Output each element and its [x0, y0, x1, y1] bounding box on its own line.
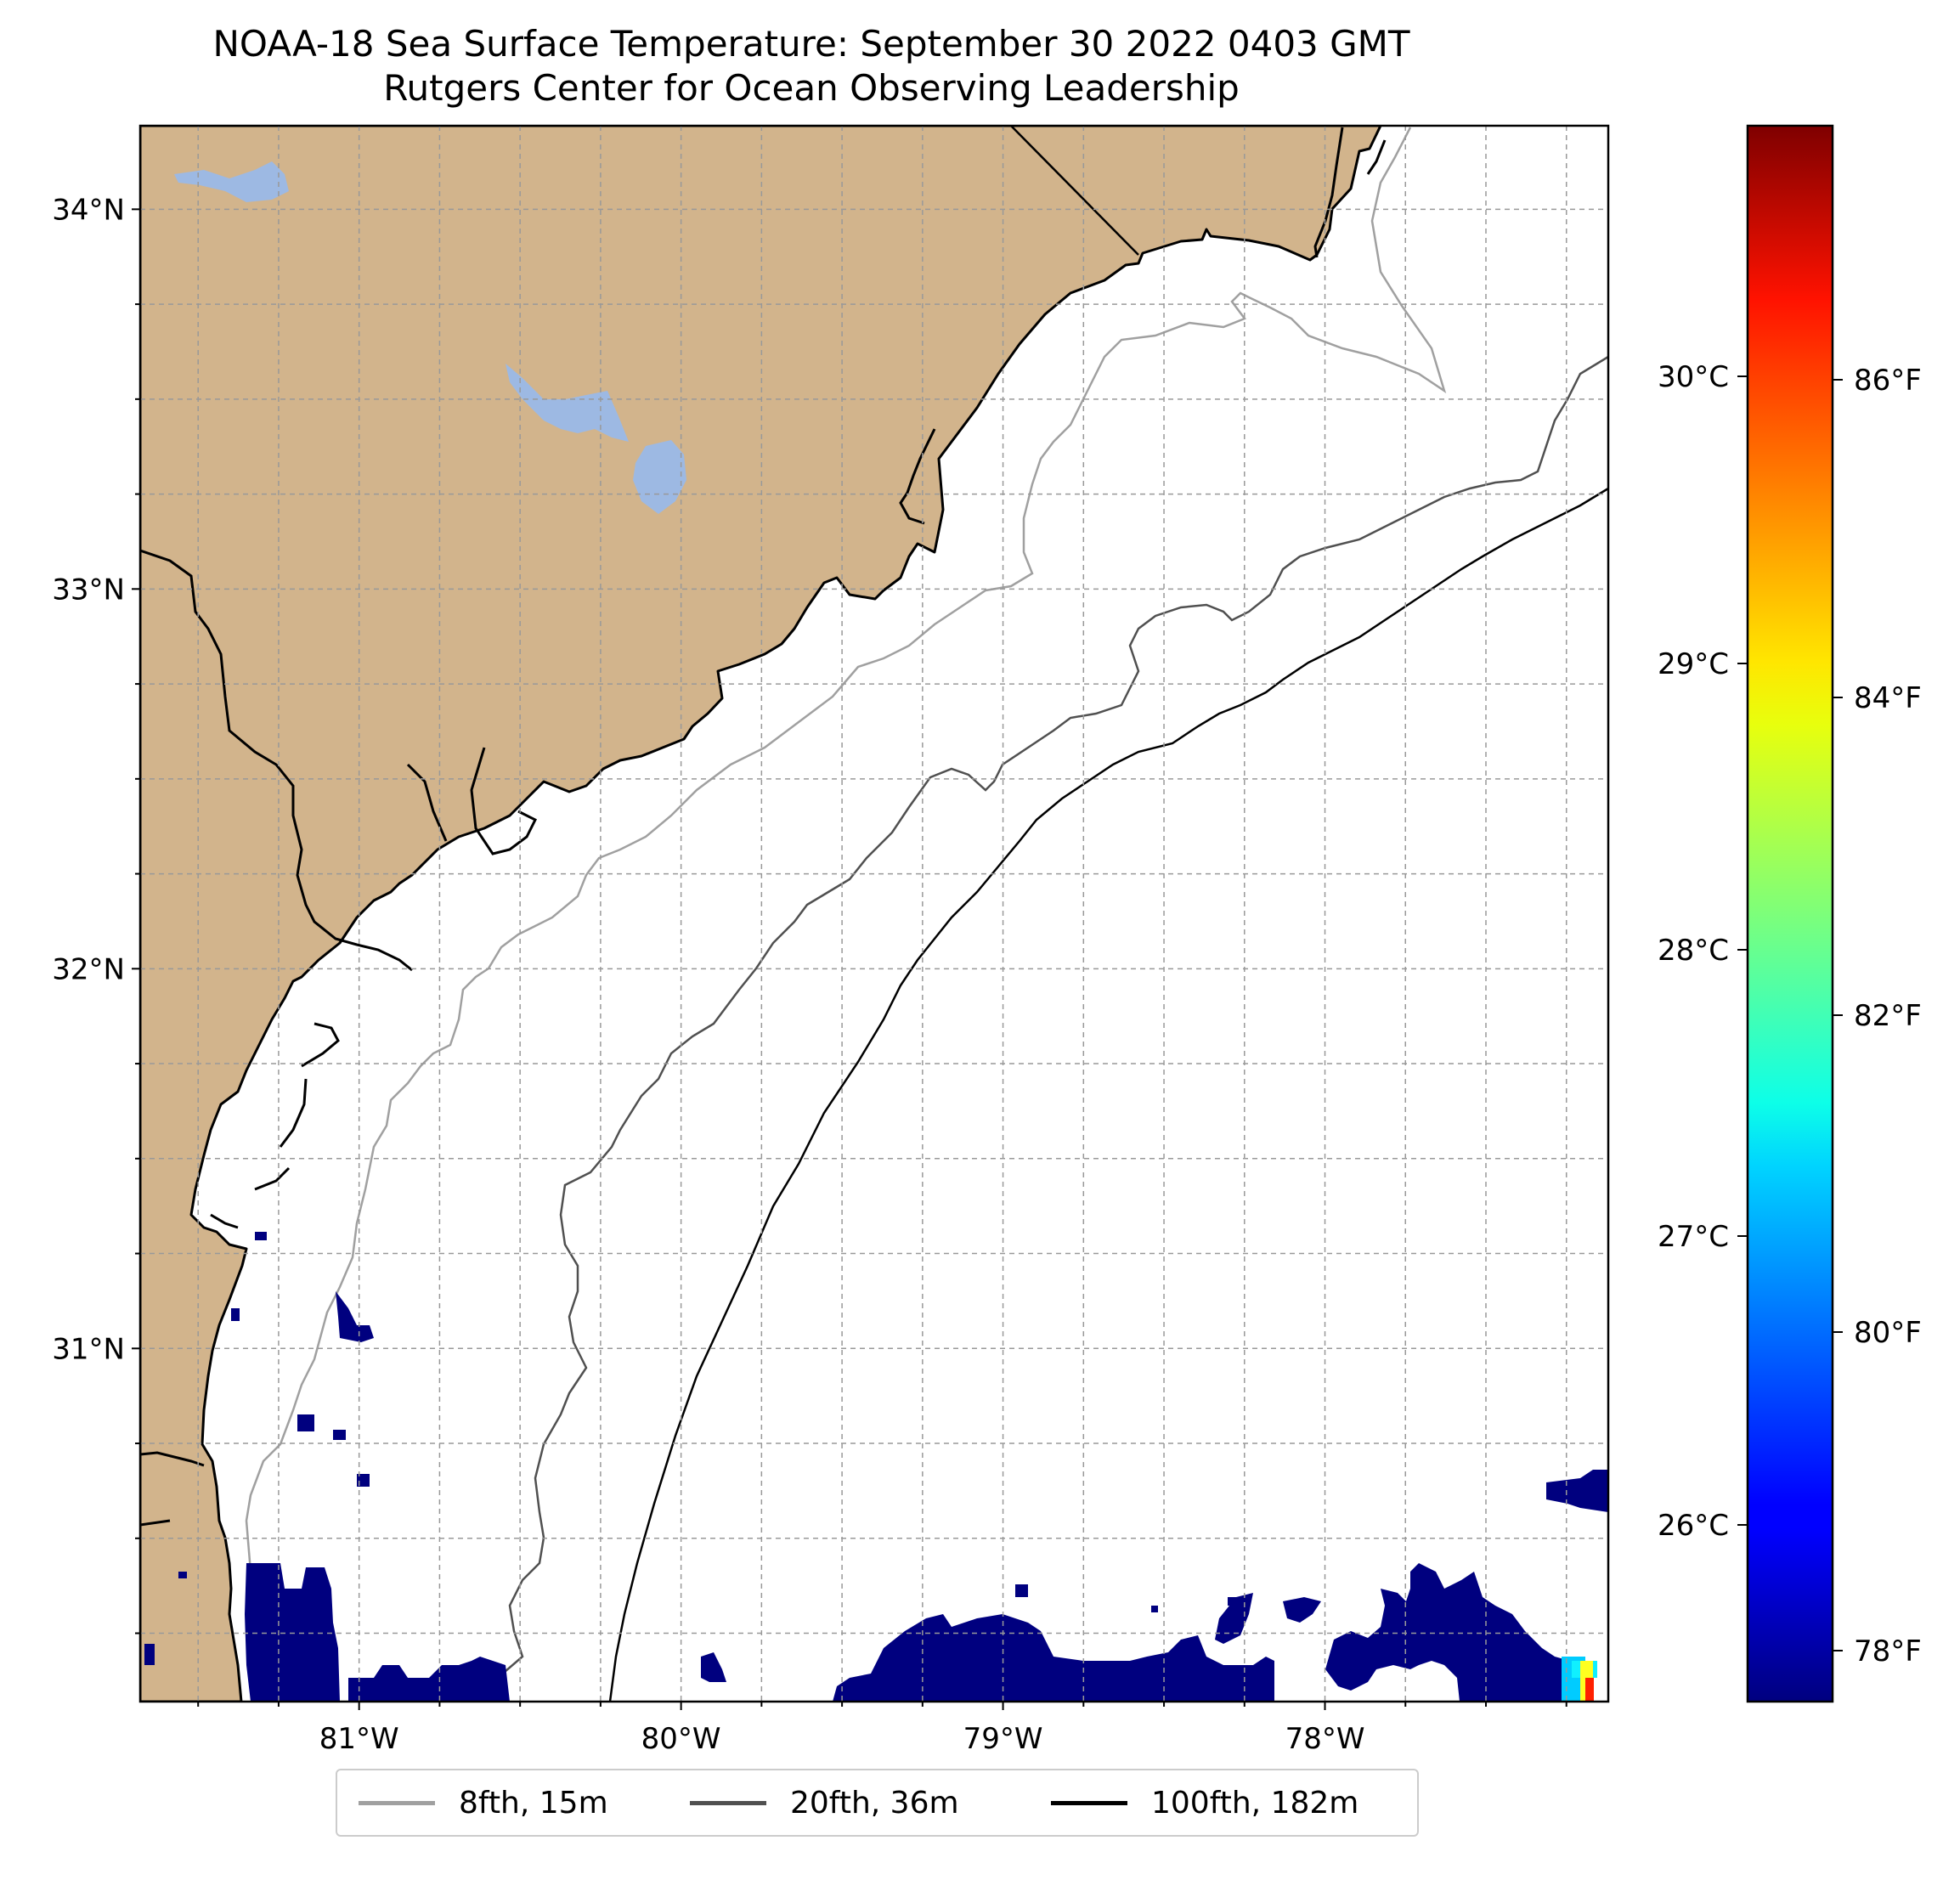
lake-moultrie — [633, 440, 686, 514]
map-subtitle: Rutgers Center for Ocean Observing Leade… — [383, 67, 1240, 109]
colorbar-label-f: 80°F — [1854, 1316, 1922, 1350]
gridlines — [140, 126, 1608, 1702]
legend-line-20fth — [690, 1800, 766, 1805]
colorbar-label-c: 26°C — [1658, 1509, 1729, 1543]
colorbar-label-c: 30°C — [1658, 360, 1729, 394]
lat-tick-label: 33°N — [52, 573, 125, 607]
lake-marion — [506, 364, 629, 442]
map-frame — [138, 124, 1610, 1703]
legend-label: 100fth, 182m — [1151, 1785, 1359, 1821]
colorbar-label-f: 78°F — [1854, 1634, 1922, 1668]
legend-item: 8fth, 15m — [359, 1770, 608, 1835]
land-mass — [140, 126, 1382, 1702]
state-border — [1010, 126, 1139, 256]
colorbar-ticks: 30°C 29°C 28°C 27°C 26°C 86°F 84°F 82°F 80°F 78°F — [1658, 360, 1922, 1668]
lat-tick-label: 32°N — [52, 952, 125, 986]
legend-item: 20fth, 36m — [690, 1770, 959, 1835]
legend-label: 20fth, 36m — [790, 1785, 959, 1821]
axis-ticks: 34°N 33°N 32°N 31°N 81°W 80°W 79°W 78°W — [52, 193, 1567, 1756]
map-title: NOAA-18 Sea Surface Temperature: Septemb… — [212, 23, 1410, 65]
isobath-20fth — [478, 355, 1608, 1702]
lon-tick-label: 80°W — [641, 1722, 721, 1756]
colorbar — [1746, 124, 1834, 1703]
lake-wateree — [174, 161, 289, 202]
legend-label: 8fth, 15m — [459, 1785, 608, 1821]
colorbar-label-c: 27°C — [1658, 1220, 1729, 1254]
colorbar-label-f: 84°F — [1854, 681, 1922, 715]
colorbar-label-f: 86°F — [1854, 364, 1922, 398]
legend-line-8fth — [359, 1800, 435, 1805]
colorbar-label-c: 29°C — [1658, 647, 1729, 681]
map-area — [140, 126, 1608, 1702]
legend-item: 100fth, 182m — [1051, 1770, 1358, 1835]
lat-tick-label: 31°N — [52, 1332, 125, 1366]
colorbar-label-c: 28°C — [1658, 934, 1729, 968]
sst-warm-spot — [1562, 1657, 1597, 1702]
lon-tick-label: 81°W — [319, 1722, 399, 1756]
lat-tick-label: 34°N — [52, 193, 125, 227]
lon-tick-label: 79°W — [963, 1722, 1043, 1756]
isobath-legend: 8fth, 15m 20fth, 36m 100fth, 182m — [336, 1769, 1419, 1837]
colorbar-label-f: 82°F — [1854, 999, 1922, 1033]
lon-tick-label: 78°W — [1285, 1722, 1365, 1756]
legend-line-100fth — [1051, 1800, 1127, 1805]
